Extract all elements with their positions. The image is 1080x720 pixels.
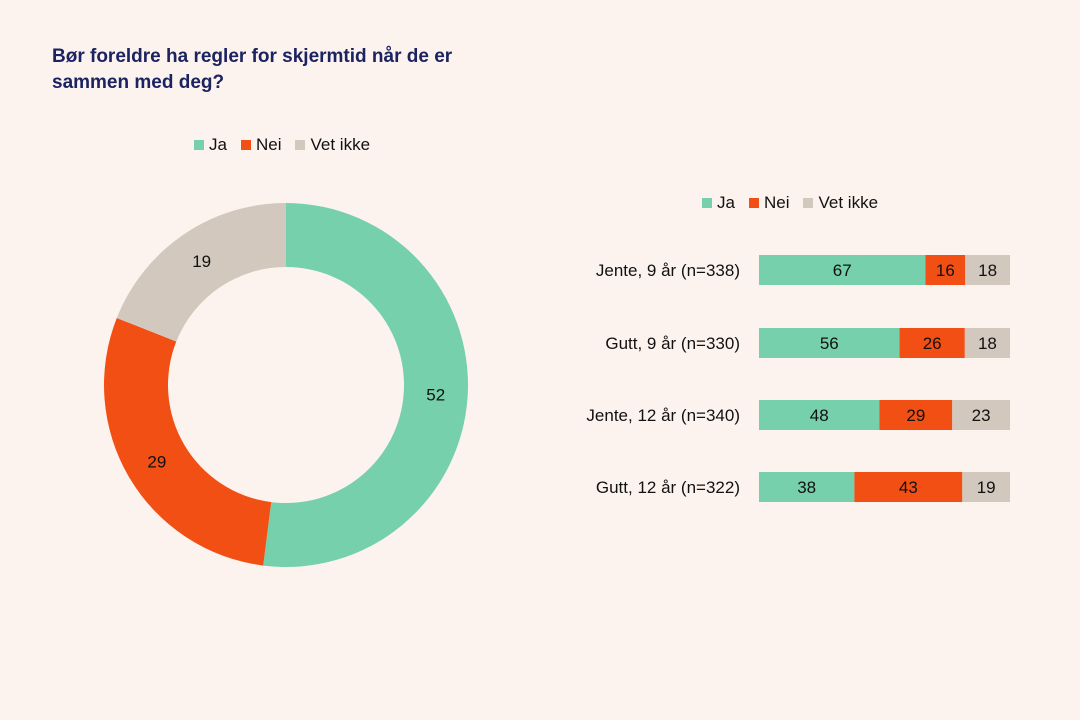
bar-segment-ja <box>759 255 926 285</box>
bar-data-label: 67 <box>833 261 852 280</box>
bar-data-label: 23 <box>972 406 991 425</box>
donut-slice-ja <box>263 203 468 567</box>
donut-data-label: 52 <box>426 385 445 404</box>
bar-data-label: 43 <box>899 478 918 497</box>
legend-swatch <box>295 140 306 150</box>
bar-segment-vet-ikke <box>952 400 1010 430</box>
donut-legend-item: Ja <box>194 135 227 155</box>
legend-label: Ja <box>717 193 735 212</box>
bar-segment-vet-ikke <box>962 472 1010 502</box>
donut-legend-item: Nei <box>240 135 282 155</box>
legend-swatch <box>194 140 204 150</box>
bar-data-label: 18 <box>978 261 997 280</box>
bar-data-label: 48 <box>810 406 829 425</box>
bar-segment-ja <box>759 328 900 358</box>
bar-category-label: Jente, 12 år (n=340) <box>586 406 740 425</box>
bar-segment-nei <box>879 400 953 430</box>
bar-segment-vet-ikke <box>965 255 1010 285</box>
bar-segment-vet-ikke <box>964 328 1010 358</box>
legend-label: Vet ikke <box>818 193 879 212</box>
bar-category-label: Gutt, 9 år (n=330) <box>605 334 740 353</box>
bar-legend-item: Nei <box>748 193 790 213</box>
bar-data-label: 56 <box>820 334 839 353</box>
donut-slice-vet-ikke <box>116 203 287 342</box>
legend-label: Vet ikke <box>310 135 371 154</box>
chart-title: Bør foreldre ha regler for skjermtid når… <box>52 46 453 93</box>
bar-legend: Ja Nei Vet ikke <box>702 193 878 213</box>
legend-label: Nei <box>763 193 790 212</box>
donut-data-label: 19 <box>192 252 211 271</box>
bar-segment-nei <box>925 255 966 285</box>
bar-segment-ja <box>759 400 880 430</box>
legend-swatch <box>748 198 759 208</box>
legend-swatch <box>803 198 814 208</box>
bar-data-label: 29 <box>906 406 925 425</box>
donut-legend-item: Vet ikke <box>295 135 370 155</box>
legend-label: Ja <box>209 135 227 154</box>
bar-data-label: 26 <box>923 334 942 353</box>
bar-data-label: 38 <box>797 478 816 497</box>
donut-legend: Ja Nei Vet ikke <box>194 135 370 155</box>
bar-segment-ja <box>759 472 855 502</box>
legend-label: Nei <box>255 135 282 154</box>
legend-swatch <box>240 140 251 150</box>
bar-legend-item: Ja <box>702 193 735 213</box>
donut-data-label: 29 <box>147 452 166 471</box>
bar-data-label: 16 <box>936 261 955 280</box>
bar-data-label: 19 <box>977 478 996 497</box>
bar-legend-item: Vet ikke <box>803 193 878 213</box>
bar-category-label: Gutt, 12 år (n=322) <box>596 478 740 497</box>
bar-segment-nei <box>899 328 965 358</box>
bar-data-label: 18 <box>978 334 997 353</box>
bar-segment-nei <box>854 472 963 502</box>
donut-slice-nei <box>104 318 272 566</box>
legend-swatch <box>702 198 712 208</box>
bar-category-label: Jente, 9 år (n=338) <box>596 261 740 280</box>
